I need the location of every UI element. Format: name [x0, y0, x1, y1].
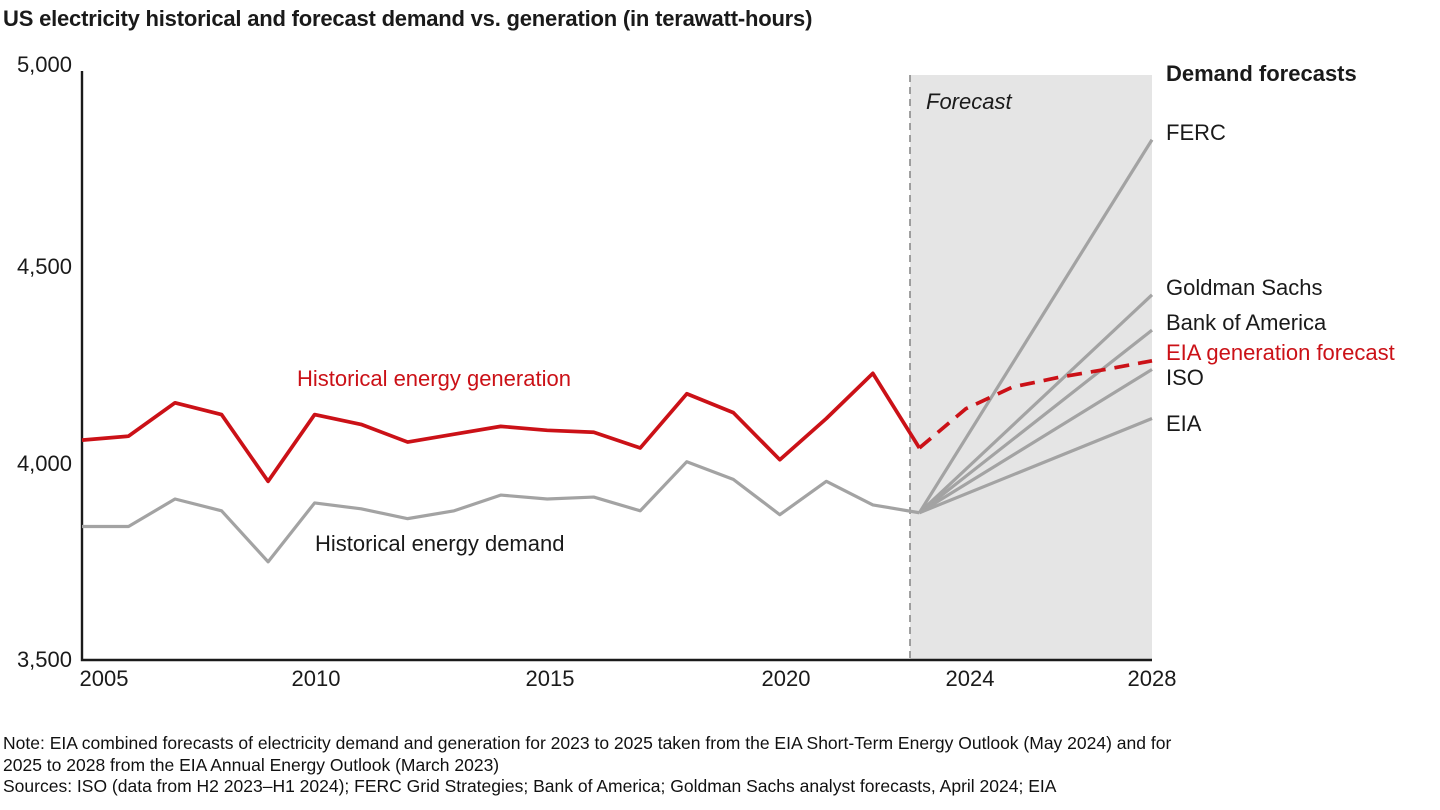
axis-lines	[80, 71, 1152, 662]
forecast-line-bank-of-america	[918, 328, 1153, 515]
legend-item-bank-of-america: Bank of America	[1166, 310, 1327, 335]
eia-generation-forecast-line	[918, 358, 1153, 450]
legend-heading: Demand forecasts	[1166, 61, 1357, 86]
legend-item-ferc: FERC	[1166, 120, 1226, 145]
x-axis-tick-label: 2020	[761, 666, 811, 691]
forecast-line-ferc	[918, 138, 1154, 514]
legend-item-eia: EIA	[1166, 411, 1202, 436]
x-axis-tick-label: 2015	[525, 666, 575, 691]
x-axis-tick-label: 2010	[291, 666, 341, 691]
sources-text: Sources: ISO (data from H2 2023–H1 2024)…	[3, 776, 1057, 796]
historical-generation-label: Historical energy generation	[297, 366, 571, 391]
x-axis-tick-label: 2024	[945, 666, 995, 691]
forecast-line-goldman-sachs	[918, 293, 1154, 514]
historical-generation-line	[81, 371, 921, 484]
forecast-line-iso	[918, 368, 1153, 515]
forecast-region	[910, 75, 1152, 660]
note-text: Note: EIA combined forecasts of electric…	[3, 733, 1172, 775]
legend-item-iso: ISO	[1166, 365, 1204, 390]
forecast-line-eia	[918, 417, 1153, 515]
y-axis-tick-label: 4,500	[16, 254, 72, 280]
historical-demand-line	[82, 460, 920, 564]
x-axis-tick-label: 2005	[79, 666, 129, 691]
y-axis-tick-label: 5,000	[16, 52, 72, 77]
legend-item-eia-generation-forecast: EIA generation forecast	[1166, 340, 1395, 365]
chart-footer: Note: EIA combined forecasts of electric…	[3, 733, 1208, 798]
y-axis-tick-label: 4,000	[16, 450, 72, 476]
forecast-region-label: Forecast	[926, 89, 1012, 114]
y-axis-tick-label: 3,500	[16, 647, 72, 672]
x-axis-tick-label: 2028	[1127, 666, 1177, 691]
legend-item-goldman-sachs: Goldman Sachs	[1166, 275, 1323, 300]
chart-title: US electricity historical and forecast d…	[3, 6, 813, 31]
historical-demand-label: Historical energy demand	[315, 531, 565, 556]
